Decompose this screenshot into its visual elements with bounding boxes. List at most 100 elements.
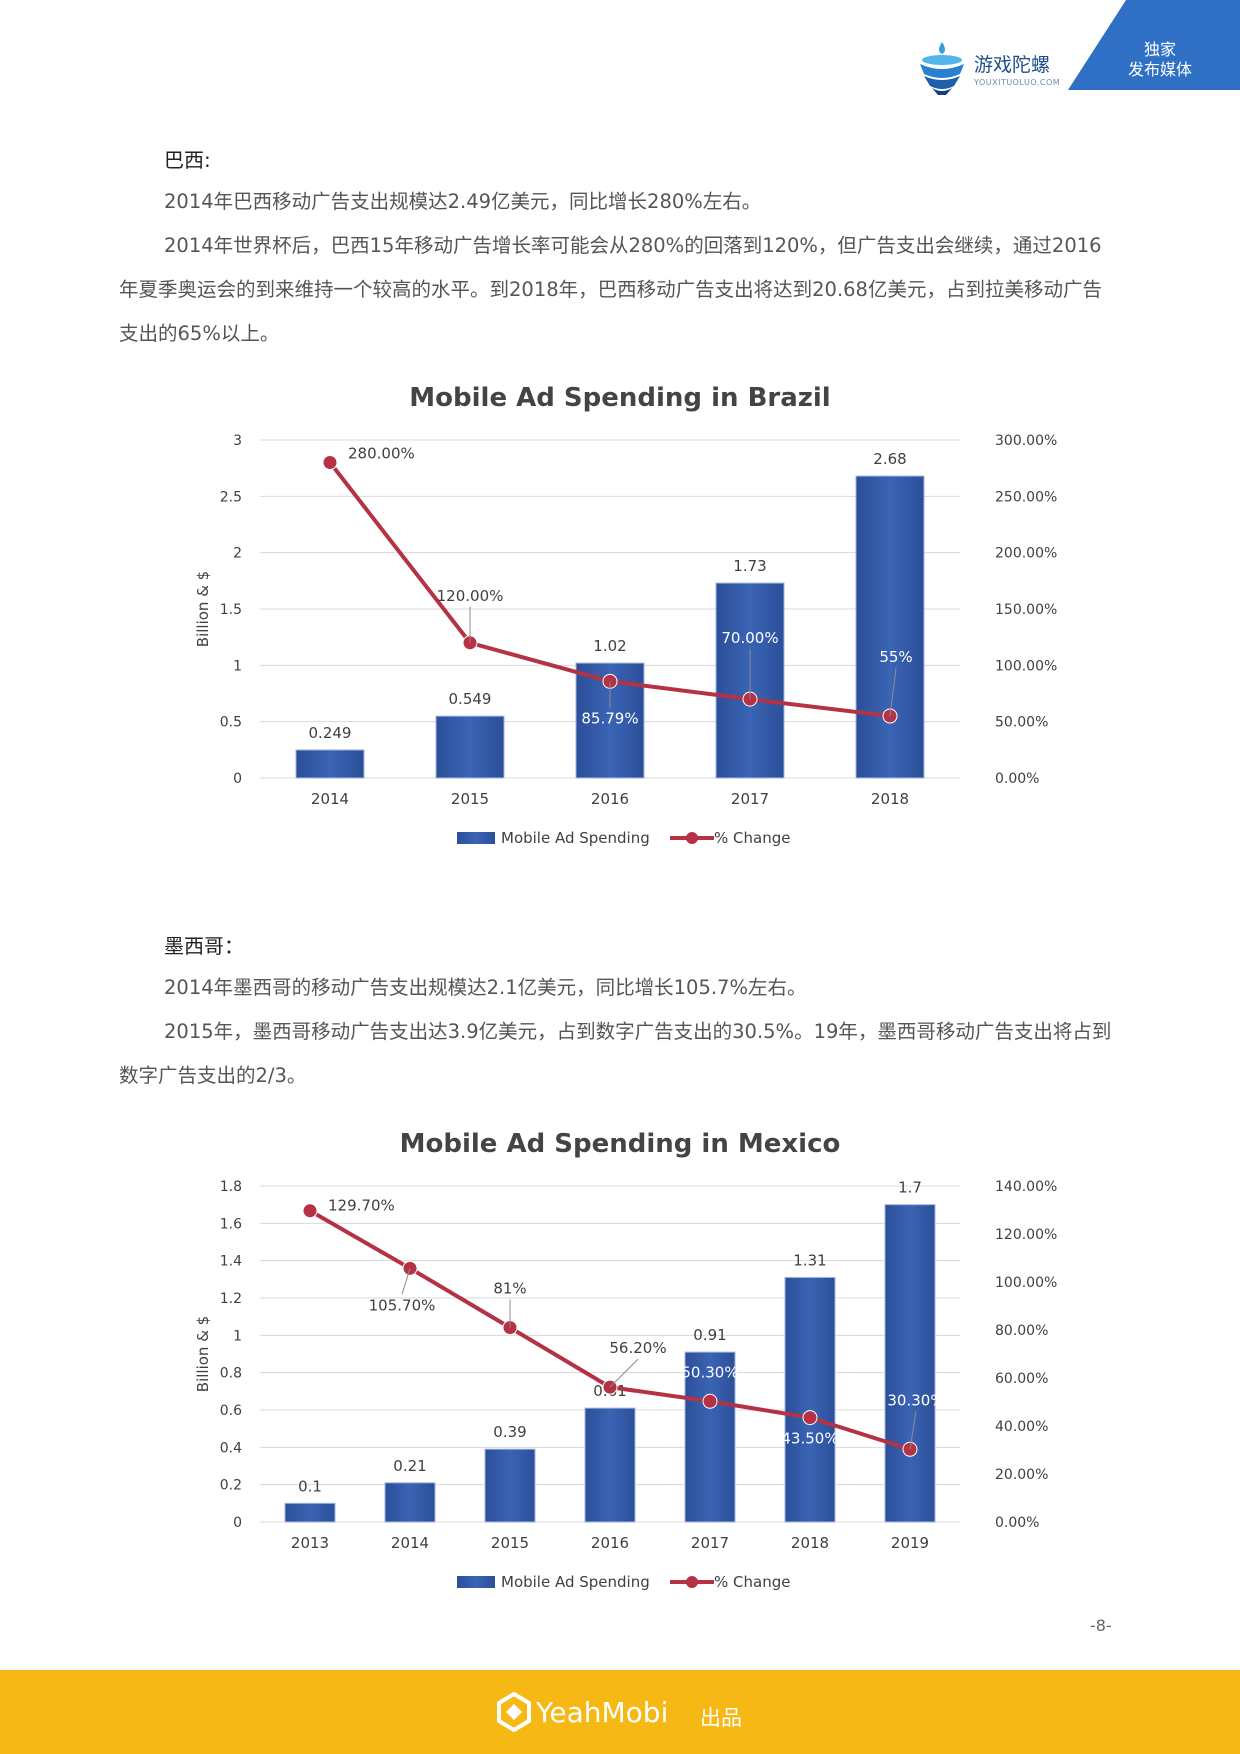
mexico-chart-svg: Mobile Ad Spending in Mexico 0 0.2 0.4 0.6 0.… — [194, 1129, 1057, 1591]
chart-title: Mobile Ad Spending in Brazil — [409, 383, 830, 413]
corner-line-1: 独家 — [1143, 40, 1176, 59]
corner-banner — [1068, 0, 1240, 90]
y-tick-label: 1 — [233, 1328, 242, 1344]
x-tick-label: 2017 — [691, 1534, 729, 1552]
legend-line-marker — [686, 832, 698, 844]
y-tick-label: 1 — [233, 658, 242, 674]
bar — [684, 1351, 736, 1523]
y-tick-label: 3 — [233, 433, 242, 449]
x-tick-label: 2019 — [891, 1534, 929, 1552]
corner-line-2: 发布媒体 — [1127, 60, 1192, 79]
change-data-label: 30.30% — [887, 1391, 944, 1409]
change-point — [302, 1203, 318, 1219]
legend-bar-label: Mobile Ad Spending — [501, 1573, 650, 1591]
mexico-paragraph-1: 2014年墨西哥的移动广告支出规模达2.1亿美元，同比增长105.7%左右。 — [164, 976, 807, 999]
y2-tick-label: 100.00% — [995, 658, 1057, 674]
bar-data-label: 2.68 — [873, 450, 906, 468]
change-data-label: 81% — [493, 1280, 526, 1298]
change-data-label: 280.00% — [348, 445, 415, 463]
y2-tick-label: 50.00% — [995, 715, 1048, 731]
corner-banner-text: 独家 发布媒体 — [1110, 40, 1210, 80]
footer-bar: YeahMobi 出品 — [0, 1670, 1240, 1754]
bar-data-label: 0.249 — [309, 724, 352, 742]
change-data-label: 50.30% — [681, 1363, 738, 1381]
bar — [435, 715, 505, 779]
y2-tick-label: 40.00% — [995, 1419, 1048, 1435]
y-tick-label: 0.6 — [220, 1403, 242, 1419]
site-logo: 游戏陀螺 YOUXITUOLUO.COM — [916, 40, 1060, 100]
y2-tick-label: 20.00% — [995, 1467, 1048, 1483]
mexico-paragraph-2: 2015年，墨西哥移动广告支出达3.9亿美元，占到数字广告支出的30.5%。19… — [119, 1020, 1112, 1087]
footer-brand-name: YeahMobi — [536, 1696, 669, 1729]
x-tick-label: 2017 — [731, 790, 769, 808]
y2-tick-label: 120.00% — [995, 1227, 1057, 1243]
y2-tick-label: 60.00% — [995, 1371, 1048, 1387]
legend-line-label: % Change — [714, 829, 790, 847]
logo-url: YOUXITUOLUO.COM — [974, 78, 1061, 87]
change-data-label: 105.70% — [369, 1296, 436, 1314]
footer-tag: 出品 — [700, 1706, 742, 1730]
y2-tick-label: 100.00% — [995, 1275, 1057, 1291]
x-tick-label: 2014 — [311, 790, 349, 808]
bar — [484, 1448, 536, 1523]
y-tick-label: 1.5 — [220, 602, 242, 618]
bar-data-label: 0.21 — [393, 1457, 426, 1475]
bar-data-label: 0.549 — [449, 690, 492, 708]
mexico-chart: Mobile Ad Spending in Mexico 0 0.2 0.4 0.6 0.… — [0, 1116, 1240, 1606]
y-axis-label: Billion & $ — [194, 1316, 212, 1392]
yeahmobi-logo-icon — [497, 1692, 531, 1732]
x-tick-label: 2018 — [871, 790, 909, 808]
y-tick-label: 0 — [233, 1515, 242, 1531]
brazil-heading: 巴西: — [164, 148, 211, 172]
y-tick-label: 0.8 — [220, 1366, 242, 1382]
bar-data-label: 1.02 — [593, 637, 626, 655]
brazil-paragraph-1: 2014年巴西移动广告支出规模达2.49亿美元，同比增长280%左右。 — [164, 190, 762, 213]
change-point — [902, 1441, 918, 1457]
legend-bar-swatch — [457, 832, 495, 844]
bar-data-label: 1.31 — [793, 1251, 826, 1269]
bar-data-label: 0.91 — [693, 1326, 726, 1344]
y2-tick-label: 200.00% — [995, 546, 1057, 562]
bar-data-label: 0.1 — [298, 1477, 322, 1495]
bar-data-label: 0.39 — [493, 1423, 526, 1441]
y-tick-label: 0.4 — [220, 1440, 242, 1456]
y2-tick-label: 250.00% — [995, 489, 1057, 505]
label-leader-line — [401, 1268, 411, 1295]
bar — [284, 1502, 336, 1523]
x-tick-label: 2015 — [451, 790, 489, 808]
label-leader-line — [609, 1358, 639, 1388]
change-data-label: 120.00% — [437, 587, 504, 605]
change-point — [702, 1393, 718, 1409]
y-tick-label: 0 — [233, 771, 242, 787]
brazil-chart: Mobile Ad Spending in Brazil 0 0.5 1 1.5 2 2.5… — [0, 370, 1240, 860]
change-data-label: 129.70% — [328, 1197, 395, 1215]
y-tick-label: 0.2 — [220, 1478, 242, 1494]
legend-line-label: % Change — [714, 1573, 790, 1591]
change-data-label: 70.00% — [721, 629, 778, 647]
page-number: -8- — [1090, 1616, 1112, 1635]
legend-line-marker — [686, 1576, 698, 1588]
change-point — [802, 1410, 818, 1426]
bar-data-label: 1.73 — [733, 557, 766, 575]
bar-data-label: 1.7 — [898, 1179, 922, 1197]
y2-tick-label: 140.00% — [995, 1179, 1057, 1195]
y-tick-label: 1.4 — [220, 1254, 242, 1270]
bar — [584, 1407, 636, 1523]
change-data-label: 43.50% — [781, 1430, 838, 1448]
y2-tick-label: 0.00% — [995, 1515, 1039, 1531]
y-tick-label: 1.2 — [220, 1291, 242, 1307]
bar — [295, 749, 365, 779]
bar — [855, 475, 925, 779]
label-leader-line — [889, 667, 897, 717]
y2-tick-label: 300.00% — [995, 433, 1057, 449]
change-point — [322, 455, 338, 471]
mexico-heading: 墨西哥： — [164, 934, 244, 958]
x-tick-label: 2016 — [591, 1534, 629, 1552]
y2-tick-label: 80.00% — [995, 1323, 1048, 1339]
spinning-top-icon — [920, 42, 964, 95]
brazil-chart-svg: Mobile Ad Spending in Brazil 0 0.5 1 1.5 2 2.5… — [194, 383, 1057, 847]
change-data-label: 85.79% — [581, 709, 638, 727]
x-tick-label: 2016 — [591, 790, 629, 808]
y2-tick-label: 150.00% — [995, 602, 1057, 618]
legend-bar-swatch — [457, 1576, 495, 1588]
